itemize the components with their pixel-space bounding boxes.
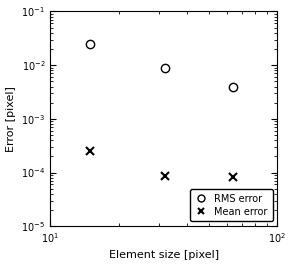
RMS error — [88, 42, 92, 45]
Mean error — [163, 175, 167, 178]
Mean error — [232, 176, 235, 179]
RMS error — [163, 66, 167, 69]
Line: Mean error: Mean error — [86, 147, 237, 181]
X-axis label: Element size [pixel]: Element size [pixel] — [109, 251, 219, 260]
Y-axis label: Error [pixel]: Error [pixel] — [6, 86, 15, 152]
Line: RMS error: RMS error — [86, 40, 237, 91]
Mean error — [88, 149, 92, 153]
RMS error — [232, 85, 235, 88]
Legend: RMS error, Mean error: RMS error, Mean error — [190, 189, 272, 221]
